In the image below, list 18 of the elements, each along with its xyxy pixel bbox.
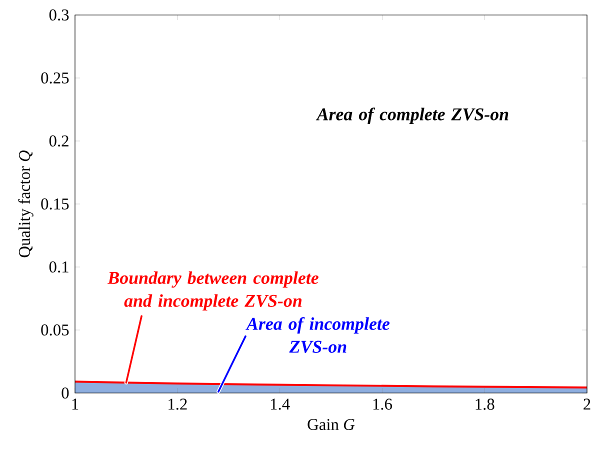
y-tick-label: 0 <box>62 387 69 399</box>
y-tick-label: 0.15 <box>41 198 69 210</box>
y-tick-label: 0.3 <box>49 9 69 21</box>
y-tick-label: 0.25 <box>41 72 69 84</box>
annotation: Area of incomplete ZVS-on <box>246 317 390 353</box>
x-tick-label: 1.2 <box>168 398 187 410</box>
x-axis-title: Gain G <box>308 418 355 430</box>
x-tick-label: 1.8 <box>476 398 494 410</box>
x-tick-label: 1.6 <box>373 398 392 410</box>
x-tick-label: 1.4 <box>270 398 290 410</box>
x-tick-label: 2 <box>584 398 590 410</box>
y-axis-title: Quality factor Q <box>18 150 34 258</box>
y-tick-label: 0.05 <box>41 324 69 336</box>
annotation: Area of complete ZVS-on <box>316 108 508 124</box>
y-tick-label: 0.2 <box>49 135 68 147</box>
x-tick-label: 1 <box>72 398 78 410</box>
annotation: Boundary between complete and incomplete ZVS-on <box>107 271 318 311</box>
y-tick-label: 0.1 <box>49 261 68 273</box>
